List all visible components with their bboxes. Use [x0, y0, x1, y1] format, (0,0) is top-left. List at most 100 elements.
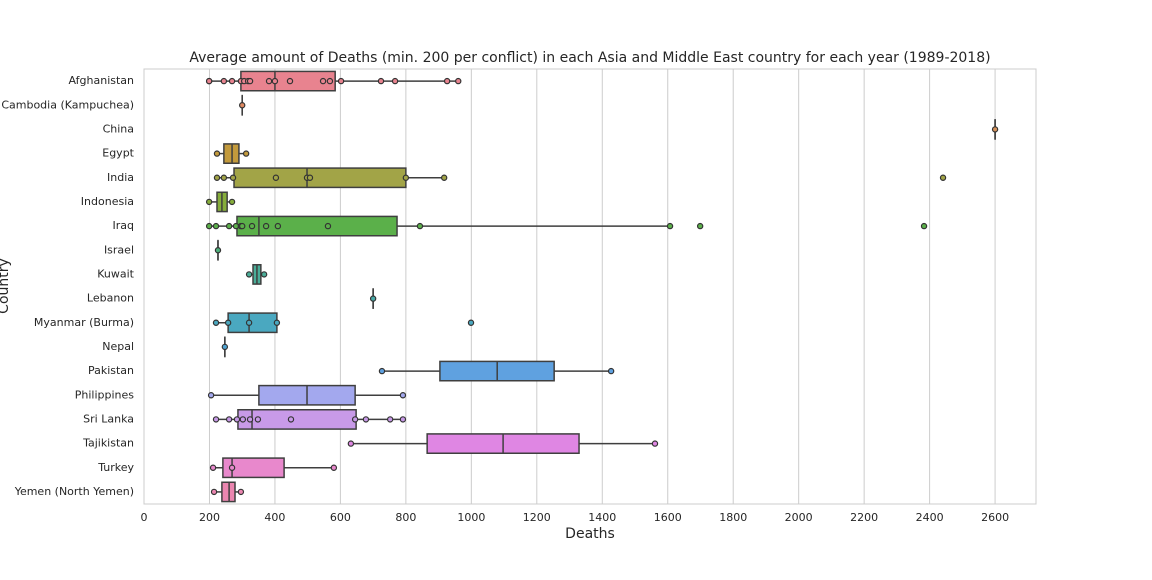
y-tick-label: Indonesia: [81, 195, 134, 208]
point: [214, 175, 219, 180]
x-tick-label: 1000: [457, 511, 485, 524]
box: [237, 216, 397, 235]
y-tick-label: Israel: [104, 243, 134, 256]
y-tick-label: Iraq: [113, 219, 135, 232]
point: [320, 78, 325, 83]
point: [992, 127, 997, 132]
x-tick-label: 0: [141, 511, 148, 524]
point: [338, 78, 343, 83]
y-tick-label: Sri Lanka: [83, 412, 134, 425]
y-tick-label: Cambodia (Kampuchea): [1, 98, 134, 111]
x-axis-label: Deaths: [565, 526, 615, 542]
y-tick-label: Turkey: [97, 461, 134, 474]
x-tick-label: 200: [199, 511, 220, 524]
y-tick-label: Egypt: [102, 147, 134, 160]
point: [221, 175, 226, 180]
point: [255, 417, 260, 422]
point: [246, 272, 251, 277]
point: [211, 489, 216, 494]
point: [417, 223, 422, 228]
point: [445, 78, 450, 83]
point: [240, 223, 245, 228]
point: [207, 199, 212, 204]
x-tick-label: 600: [330, 511, 351, 524]
point: [698, 223, 703, 228]
point: [940, 175, 945, 180]
point: [247, 78, 252, 83]
point: [275, 223, 280, 228]
point: [307, 175, 312, 180]
x-tick-label: 2000: [785, 511, 813, 524]
point: [331, 465, 336, 470]
point: [263, 223, 268, 228]
y-tick-label: China: [103, 122, 134, 135]
y-tick-label: Afghanistan: [69, 74, 135, 87]
point: [213, 320, 218, 325]
point: [238, 489, 243, 494]
point: [652, 441, 657, 446]
x-tick-label: 1600: [654, 511, 682, 524]
chart-title: Average amount of Deaths (min. 200 per c…: [189, 50, 990, 66]
point: [240, 103, 245, 108]
point: [921, 223, 926, 228]
point: [609, 368, 614, 373]
point: [209, 393, 214, 398]
point: [403, 175, 408, 180]
point: [234, 417, 239, 422]
y-tick-label: Philippines: [75, 388, 135, 401]
x-tick-label: 1800: [719, 511, 747, 524]
point: [378, 78, 383, 83]
point: [363, 417, 368, 422]
x-tick-label: 800: [395, 511, 416, 524]
point: [210, 465, 215, 470]
point: [379, 368, 384, 373]
point: [215, 248, 220, 253]
point: [456, 78, 461, 83]
box: [228, 313, 277, 332]
point: [213, 417, 218, 422]
point: [213, 223, 218, 228]
point: [400, 417, 405, 422]
point: [468, 320, 473, 325]
point: [227, 417, 232, 422]
point: [667, 223, 672, 228]
point: [229, 78, 234, 83]
point: [230, 175, 235, 180]
box: [234, 168, 406, 187]
point: [442, 175, 447, 180]
x-tick-label: 400: [264, 511, 285, 524]
point: [222, 344, 227, 349]
y-tick-label: Tajikistan: [82, 437, 134, 450]
point: [327, 78, 332, 83]
point: [288, 417, 293, 422]
point: [240, 417, 245, 422]
point: [229, 199, 234, 204]
point: [227, 223, 232, 228]
plot-frame: [144, 69, 1036, 504]
y-axis-label: Country: [0, 258, 12, 314]
y-tick-label: Lebanon: [87, 292, 134, 305]
point: [325, 223, 330, 228]
y-tick-label: Nepal: [102, 340, 134, 353]
y-tick-label: Yemen (North Yemen): [14, 485, 134, 498]
point: [388, 417, 393, 422]
point: [226, 320, 231, 325]
point: [273, 175, 278, 180]
point: [272, 78, 277, 83]
point: [221, 78, 226, 83]
point: [207, 223, 212, 228]
x-tick-label: 2600: [981, 511, 1009, 524]
y-tick-label: Kuwait: [97, 267, 134, 280]
x-tick-label: 2200: [850, 511, 878, 524]
point: [244, 151, 249, 156]
point: [246, 320, 251, 325]
x-tick-label: 1200: [523, 511, 551, 524]
point: [247, 417, 252, 422]
point: [266, 78, 271, 83]
point: [262, 272, 267, 277]
point: [207, 78, 212, 83]
point: [287, 78, 292, 83]
x-tick-label: 2400: [916, 511, 944, 524]
point: [371, 296, 376, 301]
point: [229, 465, 234, 470]
